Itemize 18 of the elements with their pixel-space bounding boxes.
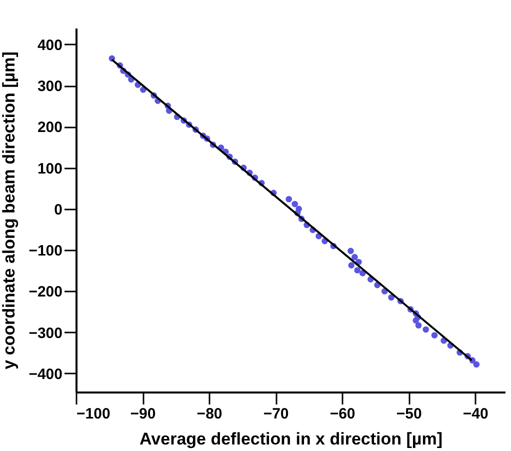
x-tick-label: −50 [396, 406, 422, 422]
y-tick-label: 100 [37, 160, 62, 178]
x-tick-label: −80 [196, 406, 222, 422]
x-tick-label: −40 [462, 406, 488, 422]
x-tick-label: −60 [330, 406, 356, 422]
y-axis-title: y coordinate along beam direction [µm] [0, 52, 19, 370]
x-tick-label: −100 [76, 406, 110, 422]
y-tick-label: −400 [28, 366, 62, 383]
x-tick-label: −90 [130, 406, 156, 422]
x-axis-title: Average deflection in x direction [µm] [140, 430, 442, 448]
y-tick-label: 200 [37, 119, 62, 136]
y-tick-label: 300 [37, 78, 62, 96]
y-tick-label: −100 [28, 242, 62, 260]
y-tick-label: 0 [54, 201, 62, 218]
y-tick-label: −200 [28, 284, 62, 301]
y-tick-label: −300 [28, 324, 62, 342]
x-tick-label: −70 [263, 406, 289, 422]
y-tick-label: 400 [37, 36, 62, 54]
